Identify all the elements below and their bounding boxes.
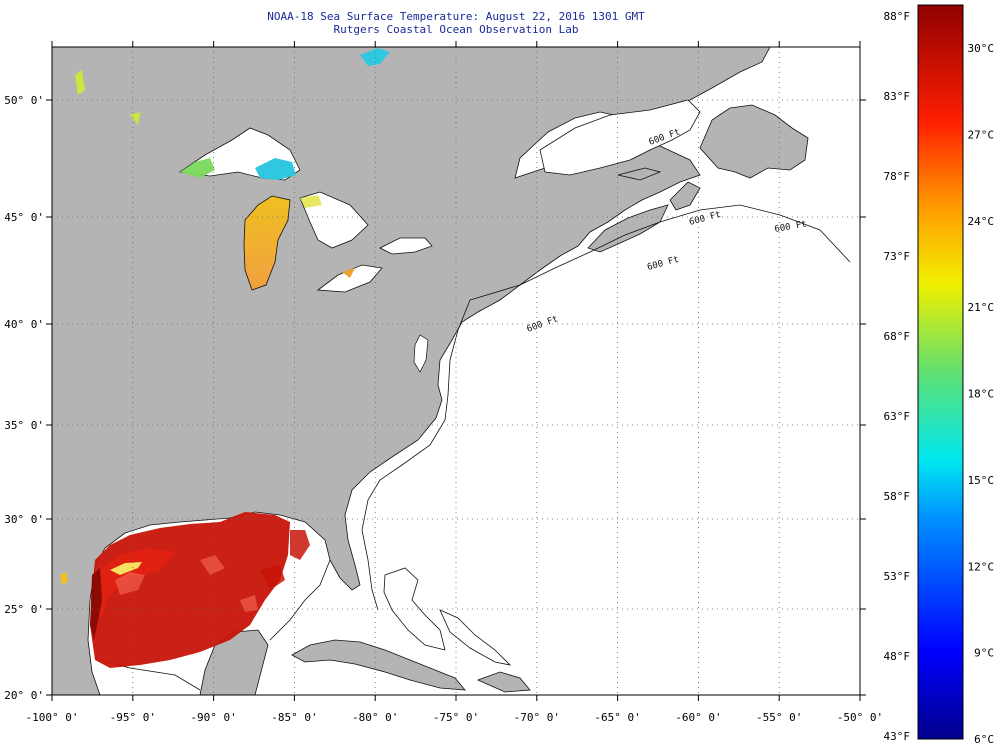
lat-tick-label: 35° 0' [4,419,44,432]
lon-tick-label: -65° 0' [594,711,640,724]
colorbar-f-label: 63°F [884,410,911,423]
colorbar-c-label: 27°C [968,129,995,142]
lat-tick-label: 30° 0' [4,513,44,526]
lon-tick-label: -75° 0' [433,711,479,724]
gulf-sst-east-scatter [260,530,310,590]
colorbar-c-label: 24°C [968,215,995,228]
map-grid [52,47,860,695]
lon-tick-label: -100° 0' [26,711,79,724]
land-cuba [291,639,466,691]
lake-superior-sst [180,158,215,178]
gulf-sst-west-edge [90,568,102,640]
lat-tick-label: 25° 0' [4,603,44,616]
bahamas-shelf [383,567,446,651]
lat-axis: 50° 0' 45° 0' 40° 0' 35° 0' 30° 0' 25° 0' 20° … [4,94,866,702]
colorbar-c-label: 21°C [968,301,995,314]
isobath-east [469,204,851,301]
colorbar-f-label: 53°F [884,570,911,583]
colorbar-c-label: 9°C [974,647,994,660]
land-cape-breton [669,181,701,211]
land-newfoundland [699,104,809,179]
lon-tick-label: -60° 0' [675,711,721,724]
land-anticosti [617,167,662,181]
gulf-sst-speckle [115,555,258,612]
lon-axis: -100° 0' -95° 0' -90° 0' -85° 0' -80° 0' -75°… [26,41,883,724]
colorbar-c-label: 30°C [968,42,995,55]
lon-tick-label: -55° 0' [756,711,802,724]
lake-michigan [243,195,291,291]
colorbar-c-label: 15°C [968,474,995,487]
gulf-st-lawrence [539,99,701,176]
lat-tick-label: 20° 0' [4,689,44,702]
lake-erie [316,264,383,293]
lon-tick-label: -90° 0' [190,711,236,724]
colorbar-c-label: 18°C [968,388,995,401]
lake-nipigon-sst [130,112,140,125]
texas-lake-sst [60,572,68,584]
land-yucatan [199,629,269,695]
colorbar: 88°F 83°F 78°F 73°F 68°F 63°F 58°F 53°F 48°F 43°F… [884,4,995,746]
colorbar-f-label: 88°F [884,10,911,23]
lake-huron [299,191,369,249]
map-title: NOAA-18 Sea Surface Temperature: August … [267,10,645,23]
colorbar-gradient [917,4,964,740]
lake-winnipeg-sst [75,70,85,95]
lat-tick-label: 40° 0' [4,318,44,331]
lon-tick-label: -70° 0' [514,711,560,724]
land-north-america [52,47,771,695]
lat-tick-label: 45° 0' [4,211,44,224]
colorbar-f-label: 68°F [884,330,911,343]
colorbar-celsius-labels: 30°C 27°C 24°C 21°C 18°C 15°C 12°C 9°C 6°C [968,42,995,746]
colorbar-f-label: 48°F [884,650,911,663]
isobath-south [361,299,471,611]
chesapeake-bay [413,334,429,373]
lon-tick-label: -50° 0' [837,711,883,724]
colorbar-f-label: 58°F [884,490,911,503]
bahamas-shelf-2 [439,609,512,666]
colorbar-fahrenheit-labels: 88°F 83°F 78°F 73°F 68°F 63°F 58°F 53°F 48°F 43°F [884,10,911,743]
lake-erie-sst [342,268,355,278]
lake-ontario [379,237,433,255]
lake-superior-sst-east [255,158,296,180]
lat-tick-label: 50° 0' [4,94,44,107]
colorbar-f-label: 78°F [884,170,911,183]
colorbar-c-label: 6°C [974,733,994,746]
lake-huron-sst [300,195,322,208]
colorbar-c-label: 12°C [968,560,995,573]
colorbar-f-label: 73°F [884,250,911,263]
map-subtitle: Rutgers Coastal Ocean Observation Lab [333,23,579,36]
lon-tick-label: -80° 0' [352,711,398,724]
colorbar-f-label: 43°F [884,730,911,743]
lon-tick-label: -95° 0' [110,711,156,724]
colorbar-f-label: 83°F [884,90,911,103]
lon-tick-label: -85° 0' [271,711,317,724]
land-hispaniola [476,671,531,693]
map-area: 600 Ft 600 Ft 600 Ft 600 Ft 600 Ft [52,47,860,695]
gulf-sst-yellow [110,562,142,575]
